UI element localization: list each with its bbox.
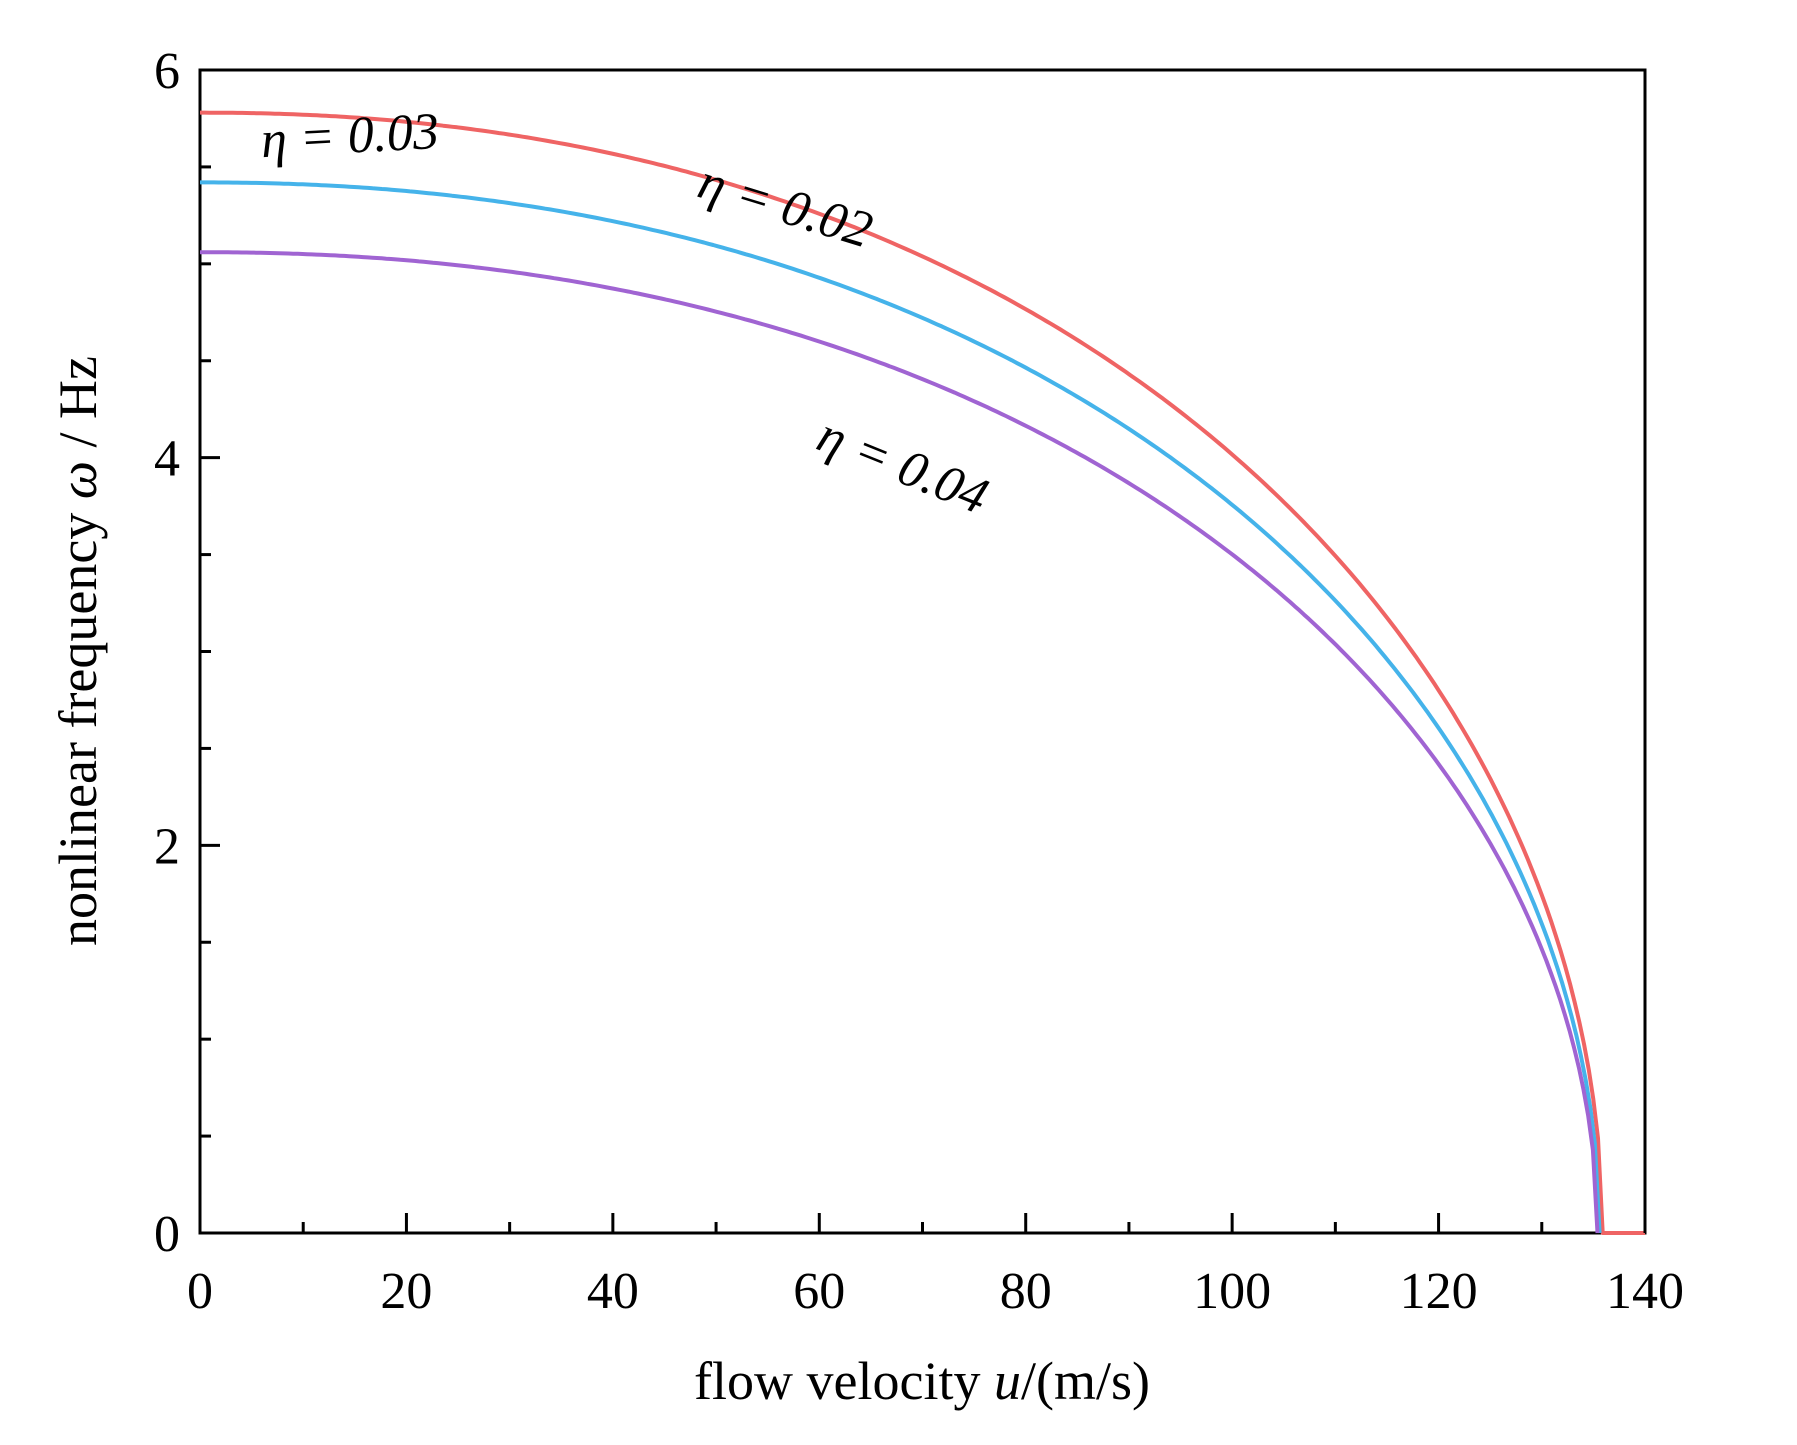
y-axis-label-prefix: nonlinear frequency [48,499,108,946]
x-axis-label-unit: /(m/s) [1021,1351,1150,1411]
series-line-0 [200,110,1645,1235]
annotations-layer: η = 0.02 η = 0.03 η = 0.04 [260,103,996,526]
series-line-2 [200,250,1600,1234]
x-tick-label: 120 [1400,1263,1478,1320]
x-tick-label: 140 [1606,1263,1684,1320]
x-axis-label-symbol: u [994,1351,1021,1411]
curve-label-0: η = 0.02 [692,153,879,260]
curve-label-1: η = 0.03 [260,103,441,169]
x-axis-label: flow velocity u/(m/s) [694,1351,1150,1411]
series-line-1 [200,180,1602,1234]
plot-frame [198,68,1647,1235]
y-tick-label: 4 [154,431,180,488]
x-tick-label: 80 [1000,1263,1052,1320]
x-axis-label-prefix: flow velocity [694,1351,994,1411]
x-tick-label: 20 [380,1263,432,1320]
y-tick-label: 6 [154,43,180,100]
x-tick-label: 40 [587,1263,639,1320]
x-tick-label: 100 [1193,1263,1271,1320]
x-tick-label: 60 [793,1263,845,1320]
y-axis-label-symbol: ω [48,461,108,499]
y-tick-label: 0 [154,1206,180,1263]
y-axis-label: nonlinear frequency ω / Hz [48,356,108,946]
y-tick-label: 2 [154,818,180,875]
ticks-layer: 0 20 40 60 80 100 120 140 0 2 4 6 [154,43,1684,1320]
curve-label-2: η = 0.04 [810,406,996,525]
series-layer [200,110,1645,1235]
y-axis-label-unit: / Hz [48,356,108,461]
x-tick-label: 0 [187,1263,213,1320]
